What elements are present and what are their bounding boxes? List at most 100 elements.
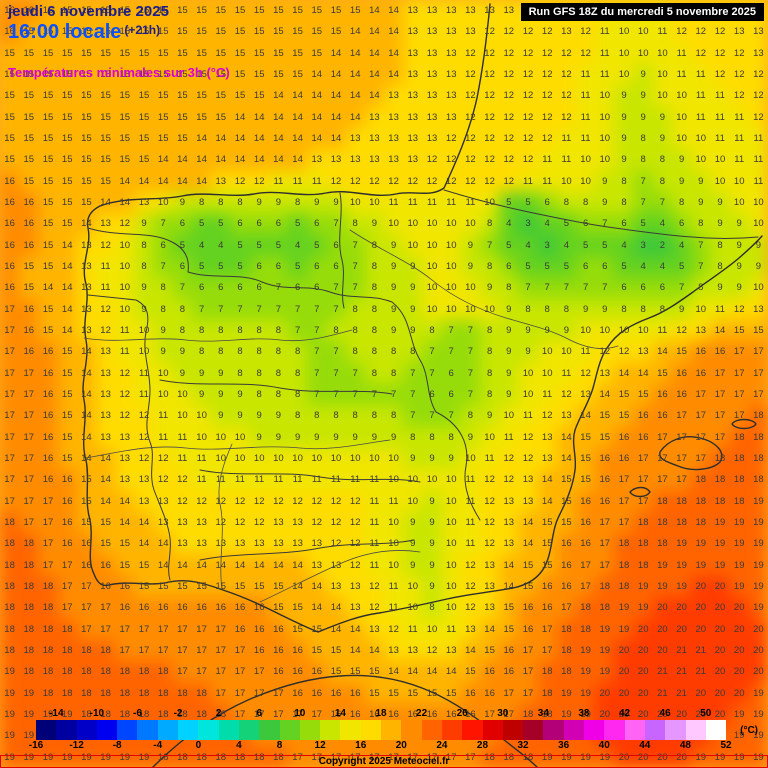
temperature-value: 10 [484, 303, 495, 315]
field-cell [326, 341, 346, 363]
temperature-value: 14 [234, 559, 246, 571]
field-cell [652, 341, 672, 363]
field-cell [345, 512, 365, 534]
field-cell [441, 469, 461, 491]
temperature-value: 9 [659, 132, 666, 144]
field-cell [134, 298, 154, 320]
field-cell [576, 533, 596, 555]
field-cell [710, 490, 730, 512]
temperature-value: 17 [541, 644, 553, 656]
field-cell [57, 256, 77, 278]
field-cell [729, 704, 749, 726]
field-cell [0, 341, 20, 363]
temperature-value: 10 [388, 516, 399, 528]
temperature-value: 14 [349, 111, 361, 123]
field-cell [460, 512, 480, 534]
temperature-value: 12 [465, 175, 476, 187]
field-cell [38, 298, 58, 320]
temperature-value: 17 [100, 623, 111, 635]
temperature-value: 8 [275, 367, 282, 379]
field-cell [192, 0, 212, 22]
field-cell [19, 618, 39, 640]
temperature-value: 15 [522, 580, 534, 592]
temperature-value: 17 [23, 367, 35, 379]
temperature-value: 10 [445, 580, 457, 592]
temperature-value: 19 [4, 751, 15, 763]
temperature-value: 9 [410, 452, 416, 464]
field-cell [537, 320, 557, 342]
temperature-value: 5 [294, 218, 301, 230]
temperature-value: 7 [352, 282, 358, 294]
field-cell [38, 362, 58, 384]
temperature-value: 18 [23, 623, 35, 635]
field-cell [211, 192, 231, 214]
scale-tick-label: -8 [112, 740, 122, 751]
field-cell [729, 490, 749, 512]
temperature-value: 15 [177, 26, 188, 38]
temperature-value: 17 [4, 388, 15, 400]
temperature-value: 7 [314, 324, 320, 336]
field-cell [288, 85, 308, 107]
temperature-value: 10 [637, 26, 649, 38]
temperature-value: 10 [695, 154, 707, 166]
temperature-value: 14 [273, 90, 284, 102]
temperature-value: 16 [61, 495, 73, 507]
field-cell [172, 42, 192, 64]
temperature-value: 14 [273, 111, 284, 123]
field-cell [172, 746, 192, 768]
temperature-value: 15 [81, 196, 92, 208]
field-cell [729, 640, 749, 662]
temperature-value: 10 [177, 410, 188, 422]
field-cell [326, 128, 346, 150]
temperature-value: 12 [484, 474, 495, 486]
temperature-value: 15 [81, 47, 92, 59]
field-cell [345, 149, 365, 171]
temperature-value: 9 [755, 239, 762, 251]
temperature-value: 7 [333, 218, 339, 230]
temperature-value: 11 [523, 410, 533, 422]
field-cell [518, 192, 538, 214]
temperature-value: 18 [580, 623, 591, 635]
field-cell [211, 746, 231, 768]
field-cell [748, 128, 768, 150]
temperature-value: 16 [292, 666, 303, 678]
field-cell [748, 490, 768, 512]
temperature-value: 19 [753, 602, 764, 614]
field-cell [249, 106, 269, 128]
temperature-value: 18 [753, 431, 764, 443]
field-cell [345, 42, 365, 64]
field-cell [38, 320, 58, 342]
field-cell [595, 490, 615, 512]
temperature-value: 6 [640, 282, 646, 294]
field-cell [576, 512, 596, 534]
scale-tick-label: 32 [517, 740, 529, 751]
field-cell [518, 128, 538, 150]
field-cell [326, 149, 346, 171]
temperature-value: 14 [311, 132, 323, 144]
field-cell [499, 42, 519, 64]
temperature-value: 14 [369, 26, 380, 38]
field-cell [96, 469, 116, 491]
field-cell [710, 106, 730, 128]
temperature-value: 13 [445, 4, 457, 16]
temperature-value: 6 [333, 239, 339, 251]
temperature-value: 16 [503, 644, 515, 656]
temperature-value: 11 [215, 474, 226, 486]
field-cell [364, 490, 384, 512]
temperature-value: 14 [561, 431, 572, 443]
temperature-value: 13 [100, 410, 111, 422]
field-cell [345, 704, 365, 726]
temperature-value: 16 [42, 452, 54, 464]
field-cell [326, 106, 346, 128]
temperature-value: 12 [407, 175, 419, 187]
temperature-value: 12 [714, 68, 726, 80]
field-cell [268, 704, 288, 726]
temperature-value: 9 [506, 303, 512, 315]
temperature-value: 13 [311, 538, 323, 550]
temperature-value: 15 [215, 26, 227, 38]
field-cell [19, 149, 39, 171]
temperature-value: 17 [599, 516, 611, 528]
field-cell [115, 533, 135, 555]
temperature-value: 16 [23, 303, 35, 315]
field-cell [384, 426, 404, 448]
